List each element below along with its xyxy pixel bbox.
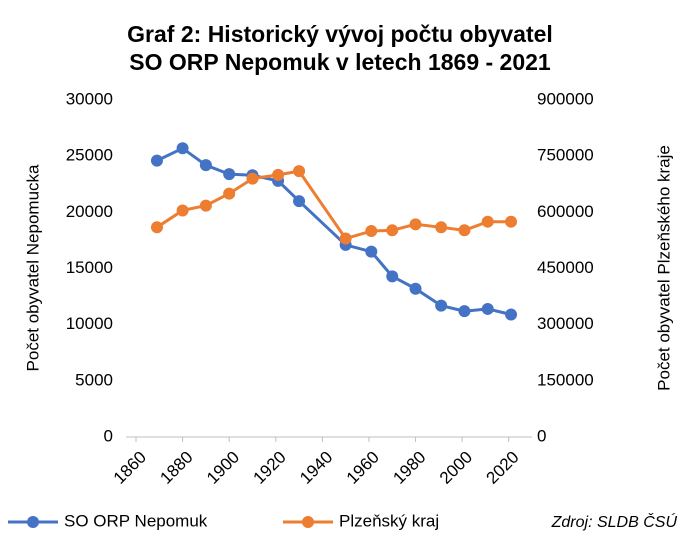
y-tick-label: 25000 xyxy=(66,146,113,165)
data-point xyxy=(293,195,306,208)
y-tick-label: 30000 xyxy=(66,89,113,108)
legend-label: Plzeňský kraj xyxy=(339,511,439,530)
data-point xyxy=(365,225,378,238)
data-point xyxy=(176,204,189,217)
data-point xyxy=(150,221,163,234)
data-point xyxy=(339,232,352,245)
x-tick-label: 2020 xyxy=(483,448,523,488)
data-point xyxy=(481,215,494,228)
y2-tick-label: 900000 xyxy=(537,89,594,108)
data-point xyxy=(386,270,399,283)
data-point xyxy=(150,154,163,167)
legend-marker xyxy=(27,516,39,528)
legend-marker xyxy=(302,516,314,528)
y2-tick-label: 600000 xyxy=(537,202,594,221)
y2-tick-label: 0 xyxy=(537,426,546,445)
x-tick-label: 1880 xyxy=(156,448,196,488)
y-tick-label: 0 xyxy=(104,426,113,445)
y2-tick-label: 450000 xyxy=(537,258,594,277)
data-point xyxy=(409,218,422,231)
data-point xyxy=(409,282,422,295)
x-tick-label: 2000 xyxy=(436,448,476,488)
x-tick-label: 1940 xyxy=(296,448,336,488)
y-tick-label: 20000 xyxy=(66,202,113,221)
legend-label: SO ORP Nepomuk xyxy=(64,511,208,530)
series-line xyxy=(156,146,512,317)
y2-tick-label: 150000 xyxy=(537,370,594,389)
data-point xyxy=(505,308,518,321)
data-point xyxy=(458,224,471,237)
data-point xyxy=(365,245,378,258)
y-tick-label: 15000 xyxy=(66,258,113,277)
data-point xyxy=(246,172,259,185)
x-tick-label: 1900 xyxy=(203,448,243,488)
data-point xyxy=(435,299,448,312)
data-point xyxy=(505,215,518,228)
data-point xyxy=(458,305,471,318)
x-tick-label: 1860 xyxy=(110,448,150,488)
y-axis-label: Počet obyvatel Nepomucka xyxy=(23,164,42,371)
y2-axis-label: Počet obyvatel Plzeňského kraje xyxy=(654,145,673,391)
x-tick-label: 1920 xyxy=(250,448,290,488)
data-point xyxy=(386,224,399,237)
y-tick-label: 5000 xyxy=(75,370,113,389)
chart-title: Graf 2: Historický vývoj počtu obyvatel xyxy=(127,21,553,47)
data-point xyxy=(435,221,448,234)
data-point xyxy=(223,168,236,181)
data-point xyxy=(293,165,306,178)
x-tick-label: 1980 xyxy=(389,448,429,488)
data-point xyxy=(223,187,236,200)
chart-title: SO ORP Nepomuk v letech 1869 - 2021 xyxy=(129,49,551,75)
data-point xyxy=(199,159,212,172)
data-point xyxy=(176,142,189,155)
y2-tick-label: 750000 xyxy=(537,146,594,165)
x-tick-label: 1960 xyxy=(343,448,383,488)
data-point xyxy=(199,199,212,212)
y-tick-label: 10000 xyxy=(66,314,113,333)
data-point xyxy=(272,168,285,181)
data-point xyxy=(481,302,494,315)
y2-tick-label: 300000 xyxy=(537,314,594,333)
source-note: Zdroj: SLDB ČSÚ xyxy=(551,512,678,531)
